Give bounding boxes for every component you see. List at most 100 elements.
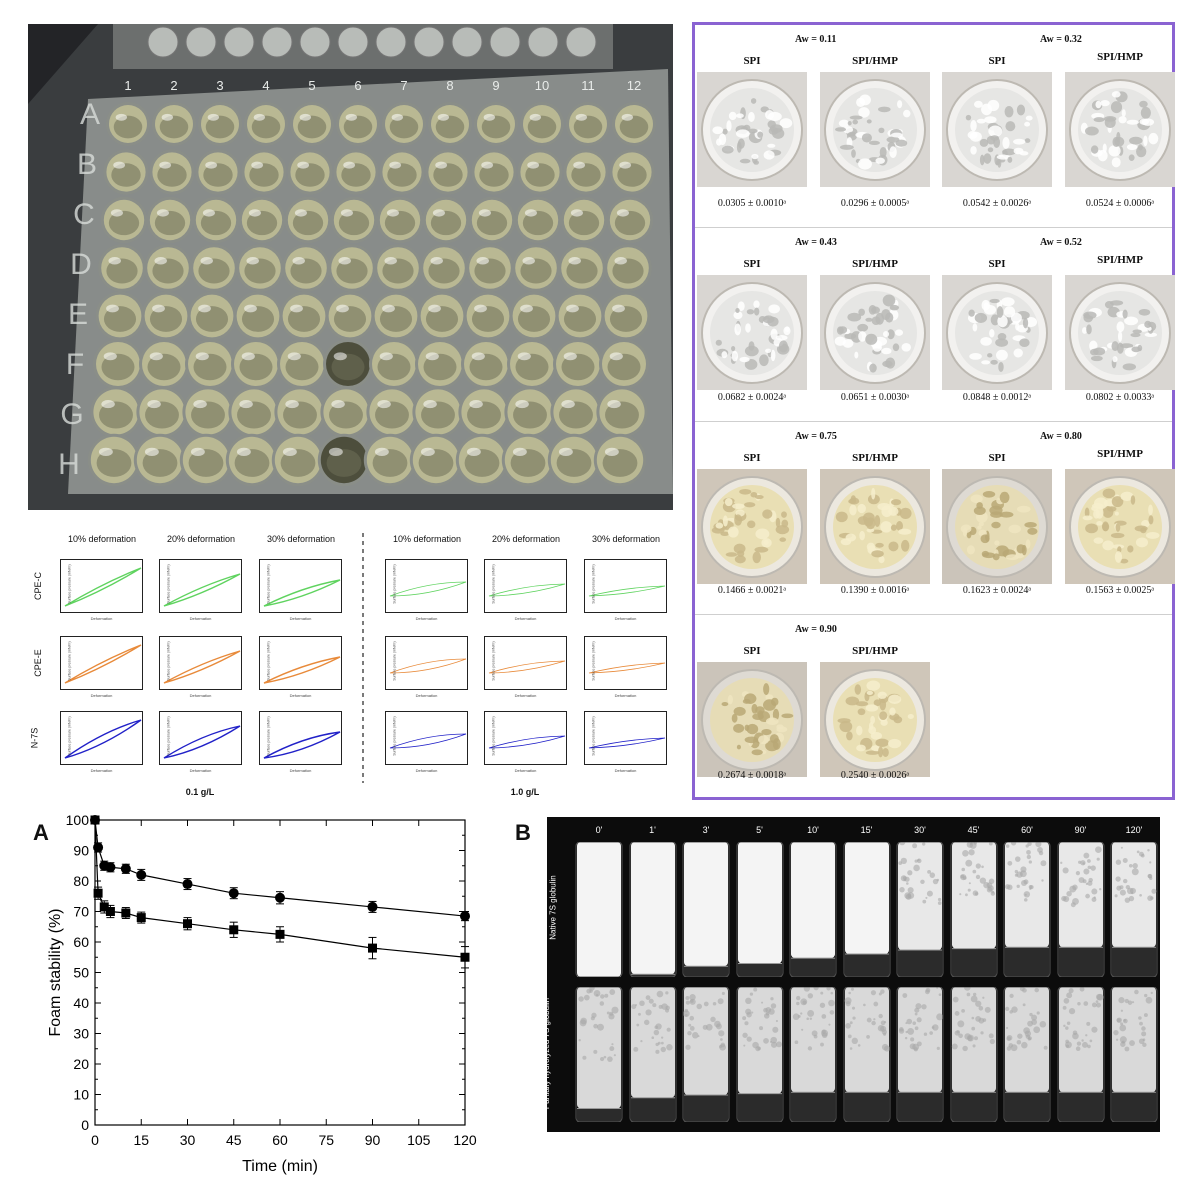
plate-well [271, 433, 325, 487]
data-point-square [93, 888, 103, 898]
plate-well [507, 339, 557, 389]
plate-well [420, 244, 468, 292]
plate-well [563, 149, 609, 195]
data-point-square [368, 943, 377, 953]
data-point-circle [367, 901, 378, 912]
plate-well [374, 244, 422, 292]
plate-well [95, 291, 145, 341]
data-point-circle [120, 863, 131, 874]
sample-value: 0.0542 ± 0.0026ᵃ [962, 198, 1032, 209]
plate-well [187, 291, 237, 341]
sample-value: 0.1563 ± 0.0025ᵃ [1085, 585, 1155, 596]
time-label: 90' [1074, 825, 1087, 835]
aw-row: Aw = 0.75 SPI 0.1466 ± 0.0021ᵃ SPI/HMP 0.139… [695, 422, 1175, 615]
y-tick-label: 10 [73, 1087, 89, 1103]
plate-well [520, 102, 564, 146]
sample-label: SPI/HMP [852, 258, 898, 270]
x-axis-label: Deformation [614, 768, 637, 773]
hysteresis-plot: Deformation Surface pressure (mN/m) [60, 711, 143, 773]
foam-tube [575, 842, 623, 977]
plate-well [509, 291, 559, 341]
x-axis-label: Deformation [90, 693, 113, 698]
plate-well [100, 196, 148, 244]
plate-well [136, 386, 188, 438]
x-tick-label: 15 [133, 1132, 149, 1148]
sample-label: SPI/HMP [1097, 51, 1143, 63]
time-label: 15' [860, 825, 873, 835]
aw-label: Aw = 0.52 [1040, 237, 1082, 248]
deformation-row-label: CPE-C [33, 571, 44, 601]
well-plate-photo: 1 2 3 4 5 6 7 8 9 10 11 12 A B C D E F G H [28, 24, 673, 510]
deformation-header: 20% deformation [166, 534, 236, 544]
plate-well [455, 433, 509, 487]
plate-column-number: 2 [170, 78, 177, 93]
plate-well [379, 149, 425, 195]
aw-label: Aw = 0.43 [795, 237, 837, 248]
foam-tube [1110, 987, 1158, 1122]
hysteresis-plot: Deformation Surface pressure (mN/m) [584, 636, 667, 698]
y-tick-label: 20 [73, 1056, 89, 1072]
plate-well [182, 386, 234, 438]
plate-row-letter: E [68, 298, 88, 331]
sample-photo [942, 469, 1052, 584]
foam-stability-chart: 0 10 20 30 40 50 60 70 80 90 100 0 15 30 45 60 75 90 105 12… [47, 812, 477, 1175]
plate-well [474, 102, 518, 146]
water-activity-panel: Aw = 0.11 SPI 0.0305 ± 0.0010ᵃ SPI/HMP 0.029… [692, 22, 1175, 800]
sample-photo [820, 72, 930, 187]
time-label: 10' [807, 825, 819, 835]
sample-label: SPI [743, 452, 761, 464]
y-axis-title: Foam stability (%) [47, 908, 64, 1036]
plate-well [382, 102, 426, 146]
plate-column-number: 10 [535, 78, 549, 93]
data-point-square [229, 925, 239, 935]
sample-value: 0.1466 ± 0.0021ᵃ [717, 585, 787, 596]
plate-well [512, 244, 560, 292]
data-point-circle [460, 911, 470, 922]
plate-well [236, 244, 284, 292]
aw-label: Aw = 0.32 [1040, 34, 1082, 45]
data-point-circle [182, 879, 193, 890]
x-axis-label: Deformation [189, 768, 212, 773]
plate-column-number: 7 [400, 78, 407, 93]
sample-photo [697, 275, 807, 390]
plate-well [185, 339, 235, 389]
x-axis-label: Deformation [614, 616, 637, 621]
plate-well [287, 149, 333, 195]
sample-label: SPI [743, 645, 761, 657]
plate-well [317, 433, 371, 487]
plate-well [415, 339, 465, 389]
data-point-circle [275, 892, 285, 903]
foam-tube [1003, 987, 1051, 1122]
time-label: 30' [914, 825, 926, 835]
native-row-label: Native 7S globulin [548, 875, 558, 940]
plate-well [103, 149, 149, 195]
plate-well [133, 433, 187, 487]
plate-well [371, 291, 421, 341]
plate-well [560, 196, 608, 244]
plate-column-number: 9 [492, 78, 499, 93]
sample-value: 0.2540 ± 0.0026ᵃ [840, 770, 910, 781]
data-point-circle [136, 869, 147, 880]
data-point-square [121, 908, 131, 918]
sample-photo [942, 72, 1052, 187]
foam-tube [629, 987, 677, 1122]
sample-photo [820, 469, 930, 584]
x-axis-label: Deformation [90, 768, 113, 773]
plate-well [274, 386, 326, 438]
sample-photo [697, 662, 807, 777]
plate-row-letter: A [80, 98, 100, 131]
deformation-header: 30% deformation [266, 534, 336, 544]
sample-photo [1065, 72, 1175, 187]
deformation-header: 20% deformation [491, 534, 561, 544]
panel-a-letter: A [33, 820, 49, 845]
data-point-circle [105, 862, 116, 873]
hysteresis-plot: Deformation Surface pressure (mN/m) [584, 559, 667, 621]
y-axis-label: Surface pressure (mN/m) [266, 716, 271, 756]
y-axis-label: Surface pressure (mN/m) [491, 641, 496, 681]
hysteresis-plot: Deformation Surface pressure (mN/m) [159, 711, 242, 773]
y-tick-label: 40 [73, 995, 89, 1011]
foam-tube [896, 987, 944, 1122]
data-point-square [136, 913, 146, 923]
plate-well [409, 433, 463, 487]
x-tick-label: 60 [272, 1132, 288, 1148]
